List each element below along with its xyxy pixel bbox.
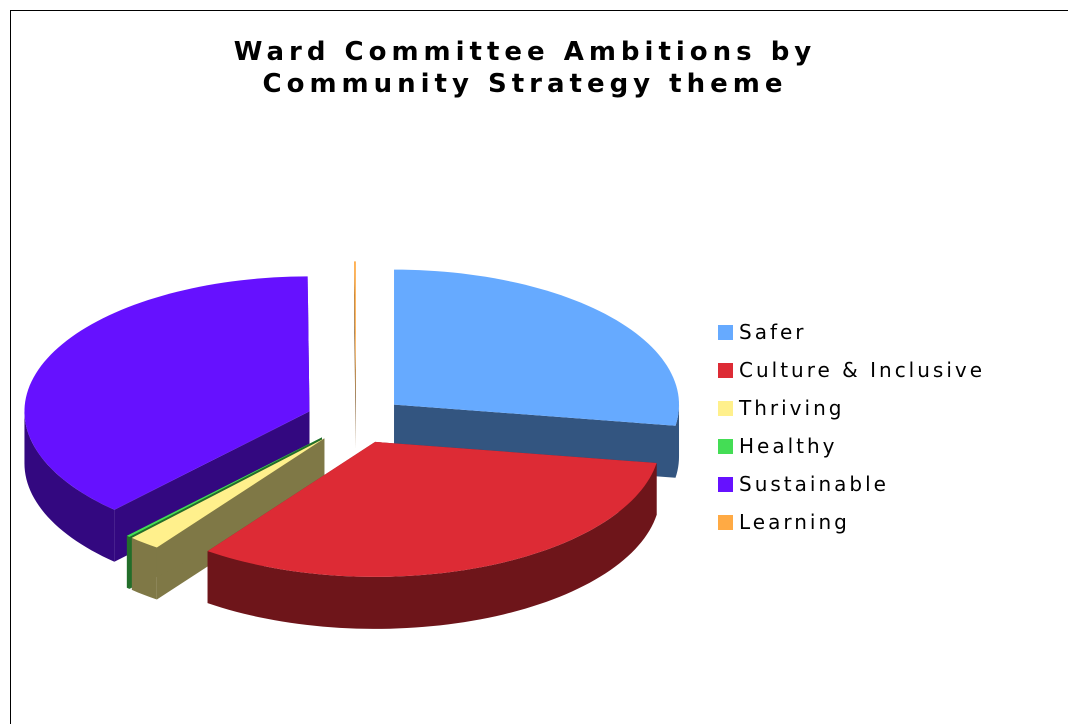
pie-slice-safer bbox=[394, 269, 680, 426]
legend-swatch-culture-inclusive bbox=[718, 362, 733, 378]
pie-slice-culture-inclusive bbox=[207, 441, 657, 577]
legend-swatch-thriving bbox=[718, 400, 733, 416]
legend-item-thriving: Thriving bbox=[718, 389, 985, 427]
legend-label-sustainable: Sustainable bbox=[739, 472, 889, 496]
pie-slice-learning bbox=[354, 261, 356, 397]
legend-swatch-safer bbox=[718, 324, 733, 340]
pie-slice-rim-safer bbox=[675, 404, 680, 478]
pie-slice-sustainable bbox=[24, 276, 310, 510]
chart-title-line-2: Community Strategy theme bbox=[262, 69, 788, 99]
pie-slice-thriving bbox=[131, 438, 325, 548]
legend-label-learning: Learning bbox=[739, 510, 850, 534]
chart-legend: Safer Culture & Inclusive Thriving Healthy S… bbox=[718, 313, 985, 541]
legend-swatch-healthy bbox=[718, 438, 733, 454]
legend-item-learning: Learning bbox=[718, 503, 985, 541]
legend-item-sustainable: Sustainable bbox=[718, 465, 985, 503]
legend-item-culture-inclusive: Culture & Inclusive bbox=[718, 351, 985, 389]
pie-slice-side-thriving bbox=[131, 438, 325, 600]
legend-label-thriving: Thriving bbox=[739, 396, 845, 420]
legend-swatch-learning bbox=[718, 514, 733, 530]
legend-label-culture-inclusive: Culture & Inclusive bbox=[739, 358, 986, 382]
pie-slice-wall-thriving-2 bbox=[131, 438, 325, 590]
pie-slice-side-learning bbox=[354, 261, 356, 449]
chart-title-line-1: Ward Committee Ambitions by bbox=[233, 37, 817, 67]
legend-label-healthy: Healthy bbox=[739, 434, 838, 458]
legend-item-safer: Safer bbox=[718, 313, 985, 351]
pie-slice-wall-learning-1 bbox=[354, 261, 356, 449]
pie-slice-rim-thriving bbox=[131, 537, 157, 600]
pie-slice-rim-sustainable bbox=[24, 411, 115, 562]
pie-slice-rim-healthy bbox=[126, 535, 130, 589]
legend-item-healthy: Healthy bbox=[718, 427, 985, 465]
legend-swatch-sustainable bbox=[718, 476, 733, 492]
legend-label-safer: Safer bbox=[739, 320, 807, 344]
chart-title: Ward Committee Ambitions by Community St… bbox=[230, 36, 820, 100]
pie-slice-healthy bbox=[126, 437, 323, 537]
pie-slice-rim-culture-inclusive bbox=[207, 463, 657, 629]
